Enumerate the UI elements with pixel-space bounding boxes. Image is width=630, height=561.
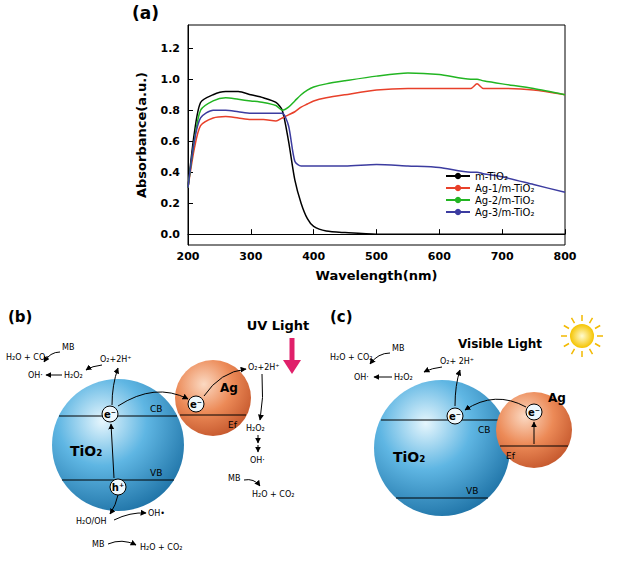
svg-text:0.6: 0.6	[161, 135, 181, 148]
svg-text:(b): (b)	[8, 308, 32, 326]
svg-text:600: 600	[428, 250, 451, 263]
svg-text:Ag: Ag	[548, 391, 566, 405]
svg-text:TiO₂: TiO₂	[393, 449, 425, 465]
svg-text:UV Light: UV Light	[247, 318, 310, 333]
svg-text:H₂O₂: H₂O₂	[64, 371, 83, 380]
svg-text:H₂O + CO₂: H₂O + CO₂	[6, 353, 48, 362]
svg-text:Ag-2/m-TiO₂: Ag-2/m-TiO₂	[475, 195, 534, 206]
svg-text:OH·: OH·	[28, 371, 43, 380]
svg-text:H₂O/OH: H₂O/OH	[76, 517, 107, 526]
svg-text:m-TiO₂: m-TiO₂	[475, 171, 508, 182]
svg-text:OH·: OH·	[250, 456, 265, 465]
svg-text:MB: MB	[92, 540, 104, 549]
svg-text:H₂O + CO₂: H₂O + CO₂	[140, 543, 182, 552]
svg-text:H₂O + CO₂: H₂O + CO₂	[252, 490, 294, 499]
svg-text:700: 700	[491, 250, 514, 263]
svg-text:e⁻: e⁻	[528, 407, 540, 418]
svg-text:200: 200	[177, 250, 200, 263]
svg-text:300: 300	[239, 250, 262, 263]
svg-text:Wavelength(nm): Wavelength(nm)	[316, 268, 438, 283]
svg-text:TiO₂: TiO₂	[70, 443, 102, 459]
svg-text:MB: MB	[392, 344, 404, 353]
svg-text:e⁻: e⁻	[104, 409, 116, 420]
svg-text:OH·: OH·	[354, 373, 369, 382]
svg-text:h⁺: h⁺	[112, 482, 124, 493]
svg-text:1.0: 1.0	[161, 73, 181, 86]
svg-text:H₂O + CO₂: H₂O + CO₂	[330, 353, 372, 362]
svg-text:800: 800	[554, 250, 577, 263]
svg-text:MB: MB	[62, 343, 74, 352]
svg-text:Absorbance(a.u.): Absorbance(a.u.)	[134, 72, 149, 198]
svg-text:O₂+ 2H⁺: O₂+ 2H⁺	[440, 357, 474, 366]
svg-text:CB: CB	[478, 425, 490, 435]
svg-text:CB: CB	[150, 404, 162, 414]
svg-text:Ag-1/m-TiO₂: Ag-1/m-TiO₂	[475, 183, 534, 194]
svg-text:500: 500	[365, 250, 388, 263]
svg-text:0.2: 0.2	[161, 197, 181, 210]
svg-text:VB: VB	[466, 486, 478, 496]
svg-text:e⁻: e⁻	[449, 411, 461, 422]
svg-text:O₂+2H⁺: O₂+2H⁺	[248, 363, 280, 372]
svg-text:OH•: OH•	[148, 509, 165, 518]
svg-text:(c): (c)	[330, 308, 353, 326]
svg-text:1.2: 1.2	[161, 42, 181, 55]
svg-text:H₂O₂: H₂O₂	[394, 373, 413, 382]
svg-text:Ag: Ag	[220, 381, 238, 395]
svg-text:400: 400	[302, 250, 325, 263]
svg-text:Ef: Ef	[228, 420, 238, 430]
svg-text:Ag-3/m-TiO₂: Ag-3/m-TiO₂	[475, 207, 534, 218]
svg-text:(a): (a)	[132, 3, 159, 23]
svg-text:MB: MB	[228, 474, 240, 483]
svg-text:Visible Light: Visible Light	[458, 337, 542, 351]
svg-text:Ef: Ef	[506, 451, 516, 461]
svg-text:e⁻: e⁻	[190, 399, 202, 410]
svg-text:0.0: 0.0	[161, 228, 181, 241]
svg-text:O₂+2H⁺: O₂+2H⁺	[100, 355, 132, 364]
svg-text:H₂O₂: H₂O₂	[246, 424, 265, 433]
svg-text:0.8: 0.8	[161, 104, 181, 117]
svg-text:VB: VB	[150, 468, 162, 478]
svg-text:0.4: 0.4	[161, 166, 181, 179]
